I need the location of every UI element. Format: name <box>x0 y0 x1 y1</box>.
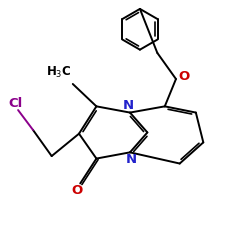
Text: O: O <box>71 184 82 197</box>
Text: H$_3$C: H$_3$C <box>46 65 72 80</box>
Text: N: N <box>122 99 134 112</box>
Text: O: O <box>178 70 190 83</box>
Text: N: N <box>126 153 137 166</box>
Text: Cl: Cl <box>8 96 23 110</box>
